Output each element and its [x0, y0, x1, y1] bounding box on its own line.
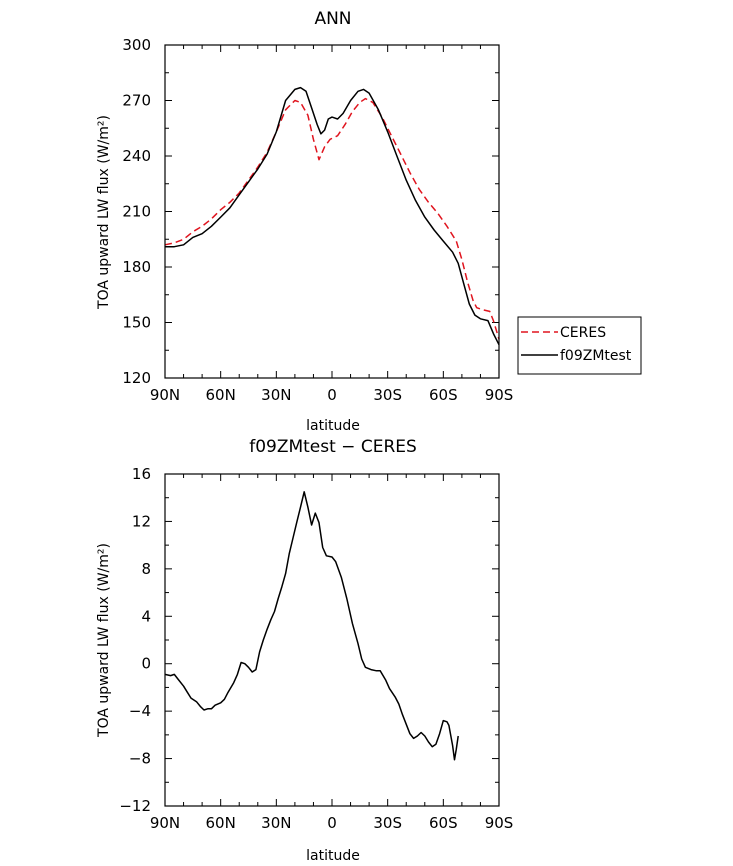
- series-lines: [164, 491, 459, 761]
- x-tick-label: 60S: [429, 386, 458, 404]
- series-lines: [164, 86, 500, 346]
- x-tick-label: 90N: [150, 814, 180, 832]
- legend-label-ceres: CERES: [560, 325, 606, 341]
- chart-title: f09ZMtest − CERES: [249, 437, 417, 457]
- series-line-difference: [164, 491, 459, 761]
- y-tick-label: 16: [132, 465, 151, 483]
- x-tick-label: 90S: [485, 814, 514, 832]
- y-tick-label: 180: [122, 258, 151, 276]
- axis-ticks: 90N 60N 30N 0 30S 60S 90S 120 150 180 210 240 270 300: [122, 36, 513, 404]
- x-tick-label: 60N: [206, 814, 236, 832]
- axis-ticks: 90N 60N 30N 0 30S 60S 90S −12 −8 −4 0 4 8 12 16: [119, 465, 513, 832]
- y-tick-label: 210: [122, 203, 151, 221]
- x-tick-label: 60N: [206, 386, 236, 404]
- y-tick-label: 270: [122, 92, 151, 110]
- series-line-f09zmtest: [165, 86, 500, 346]
- chart-annual-toa-lw-flux: ANN TOA upward LW flux (W/m²) latitude 9…: [96, 9, 642, 434]
- x-tick-label: 30N: [261, 814, 291, 832]
- y-tick-label: 240: [122, 147, 151, 165]
- y-tick-label: 300: [122, 36, 151, 54]
- y-tick-label: 4: [141, 607, 151, 625]
- plot-frame: [164, 44, 500, 379]
- y-axis-label: TOA upward LW flux (W/m²): [96, 543, 112, 738]
- chart-difference-toa-lw-flux: f09ZMtest − CERES TOA upward LW flux (W/…: [96, 437, 513, 864]
- x-tick-label: 90S: [485, 386, 514, 404]
- y-tick-label: 120: [122, 369, 151, 387]
- y-tick-label: 0: [141, 655, 151, 673]
- y-axis-label: TOA upward LW flux (W/m²): [96, 115, 112, 310]
- x-tick-label: 30N: [261, 386, 291, 404]
- x-axis-label: latitude: [306, 848, 360, 864]
- chart-title: ANN: [314, 9, 351, 29]
- y-tick-label: 8: [141, 560, 151, 578]
- x-tick-label: 0: [327, 814, 337, 832]
- legend: CERES f09ZMtest: [517, 316, 642, 375]
- y-tick-label: 150: [122, 314, 151, 332]
- series-line-ceres: [164, 97, 500, 340]
- y-tick-label: −8: [129, 750, 151, 768]
- x-tick-label: 0: [327, 386, 337, 404]
- plot-frame: [164, 473, 500, 807]
- y-tick-label: −12: [119, 797, 151, 815]
- x-axis-label: latitude: [306, 418, 360, 434]
- legend-label-f09zmtest: f09ZMtest: [560, 348, 632, 364]
- x-tick-label: 60S: [429, 814, 458, 832]
- legend-box: [517, 316, 642, 375]
- y-tick-label: 12: [132, 512, 151, 530]
- x-tick-label: 30S: [373, 814, 402, 832]
- y-tick-label: −4: [129, 702, 151, 720]
- x-tick-label: 90N: [150, 386, 180, 404]
- x-tick-label: 30S: [373, 386, 402, 404]
